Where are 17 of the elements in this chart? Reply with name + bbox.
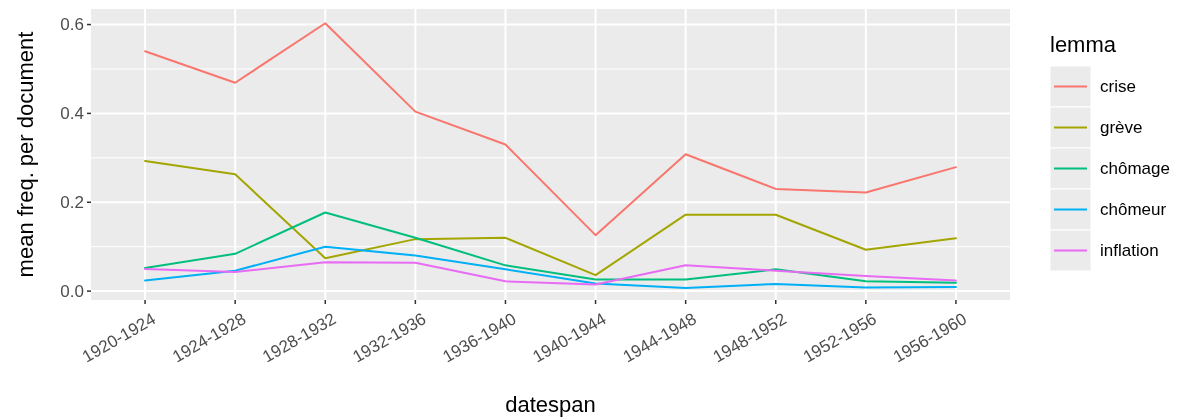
legend-label: chômeur [1100, 200, 1167, 220]
line-series [144, 159, 957, 277]
y-tick-label: 0.6 [60, 15, 84, 35]
line-series [144, 245, 957, 290]
legend-title: lemma [1050, 32, 1117, 57]
legend-label: grève [1100, 118, 1143, 138]
legend-label: crise [1100, 77, 1136, 97]
y-axis-title: mean freq. per document [13, 31, 38, 278]
line-series [144, 211, 957, 284]
line-series [144, 261, 957, 286]
line-series [144, 22, 957, 237]
legend-label: inflation [1100, 241, 1159, 261]
y-tick-label: 0.0 [60, 282, 84, 302]
x-axis-title: datespan [505, 392, 596, 417]
legend-label: chômage [1100, 159, 1170, 179]
y-tick-label: 0.2 [60, 193, 84, 213]
y-tick-label: 0.4 [60, 104, 84, 124]
